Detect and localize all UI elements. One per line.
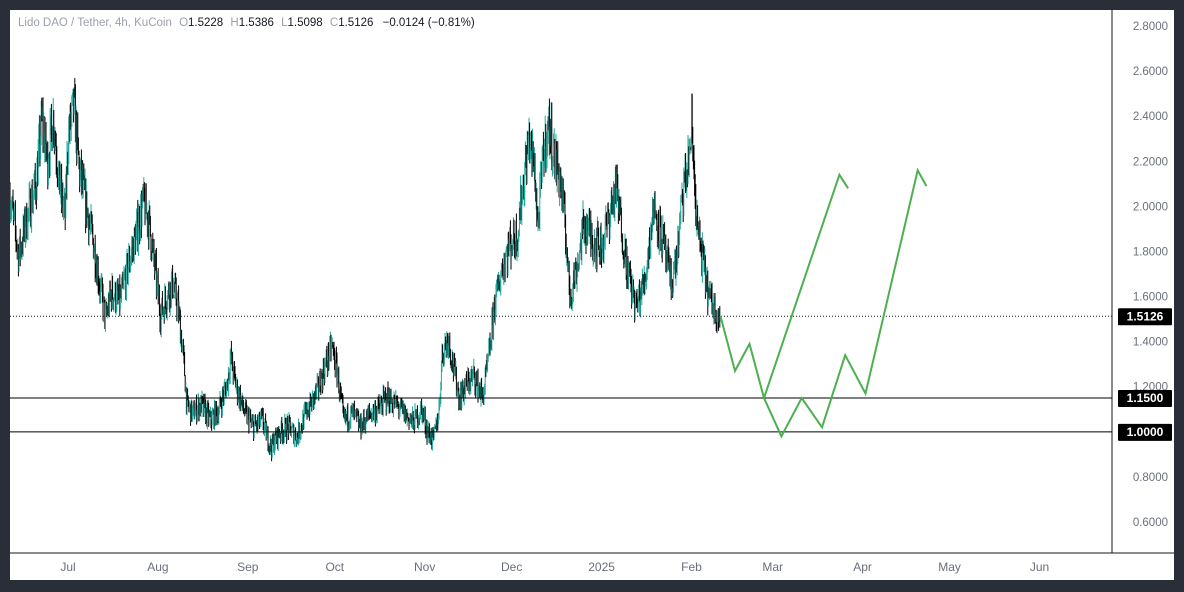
price-tick-label: 1.4000 bbox=[1133, 337, 1168, 349]
high-label: H bbox=[230, 17, 239, 29]
price-tick-label: 2.2000 bbox=[1133, 156, 1168, 168]
candles bbox=[10, 78, 721, 462]
low-label: L bbox=[281, 17, 288, 29]
time-tick-label: Aug bbox=[147, 560, 168, 574]
price-label-box bbox=[1118, 390, 1172, 407]
time-tick-label: Mar bbox=[762, 560, 783, 574]
low-value: 1.5098 bbox=[287, 17, 323, 29]
change-value: −0.0124 (−0.81%) bbox=[382, 17, 475, 29]
time-tick-label: Jul bbox=[60, 560, 75, 574]
price-label-text: 1.1500 bbox=[1127, 391, 1164, 405]
symbol-title: Lido DAO / Tether, 4h, KuCoin bbox=[18, 17, 172, 29]
time-tick-label: Dec bbox=[501, 560, 522, 574]
price-label-box bbox=[1118, 423, 1172, 441]
time-tick-label: Nov bbox=[414, 560, 435, 574]
price-tick-label: 2.6000 bbox=[1133, 66, 1168, 78]
price-label-text: 1.5126 bbox=[1127, 309, 1164, 323]
time-tick-label: May bbox=[938, 560, 961, 574]
price-tick-label: 1.6000 bbox=[1133, 292, 1168, 304]
chart-frame[interactable]: 2.8000 2.6000 2.4000 2.2000 2.0000 1.8000 1.60… bbox=[10, 10, 1174, 580]
time-tick-label: Apr bbox=[853, 560, 872, 574]
close-value: 1.5126 bbox=[338, 17, 374, 29]
price-tick-label: 0.6000 bbox=[1133, 517, 1168, 529]
time-tick-label: 2025 bbox=[588, 560, 615, 574]
projection-path[interactable] bbox=[719, 167, 928, 439]
high-value: 1.5386 bbox=[238, 17, 274, 29]
time-tick-label: Sep bbox=[237, 560, 259, 574]
price-chart[interactable]: 2.8000 2.6000 2.4000 2.2000 2.0000 1.8000 1.60… bbox=[10, 10, 1174, 580]
axes-layer bbox=[10, 10, 1174, 554]
projection-leg-1 bbox=[719, 316, 765, 399]
price-tick-label: 2.0000 bbox=[1133, 201, 1168, 213]
price-label-box bbox=[1118, 308, 1172, 326]
projection-leg-2 bbox=[763, 167, 928, 439]
symbol-legend: Lido DAO / Tether, 4h, KuCoin O1.5228 H1… bbox=[18, 17, 475, 29]
price-tick-label: 2.8000 bbox=[1133, 21, 1168, 33]
price-labels: 1.5126 1.1500 1.0000 bbox=[1118, 308, 1172, 441]
close-label: C bbox=[329, 17, 339, 29]
time-tick-label: Feb bbox=[681, 560, 702, 574]
open-value: 1.5228 bbox=[188, 17, 224, 29]
price-tick-label: 1.8000 bbox=[1133, 246, 1168, 258]
time-tick-label: Oct bbox=[325, 560, 344, 574]
price-label-text: 1.0000 bbox=[1127, 425, 1164, 439]
price-tick-label: 2.4000 bbox=[1133, 111, 1168, 123]
time-tick-label: Jun bbox=[1030, 560, 1049, 574]
price-axis[interactable]: 2.8000 2.6000 2.4000 2.2000 2.0000 1.8000 1.60… bbox=[1133, 21, 1168, 529]
price-tick-label: 0.8000 bbox=[1133, 472, 1168, 484]
open-label: O bbox=[179, 17, 189, 29]
projection-arrow-1 bbox=[763, 172, 849, 399]
time-axis[interactable]: Jul Aug Sep Oct Nov Dec 2025 Feb Mar Apr May Jun bbox=[60, 560, 1049, 574]
horizontal-levels[interactable] bbox=[10, 315, 1112, 433]
